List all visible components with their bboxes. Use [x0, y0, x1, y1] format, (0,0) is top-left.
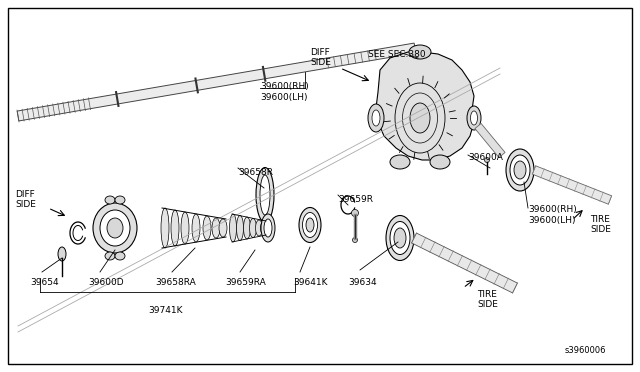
Ellipse shape — [219, 219, 227, 237]
Text: 39600A: 39600A — [468, 153, 503, 162]
Ellipse shape — [484, 157, 490, 163]
Ellipse shape — [386, 215, 414, 260]
Ellipse shape — [372, 110, 380, 126]
Polygon shape — [17, 43, 416, 121]
Ellipse shape — [181, 212, 189, 244]
Text: 39600(LH): 39600(LH) — [260, 93, 307, 102]
Ellipse shape — [353, 237, 358, 243]
Ellipse shape — [260, 221, 268, 235]
Ellipse shape — [390, 155, 410, 169]
Text: 39600(LH): 39600(LH) — [528, 216, 575, 225]
Ellipse shape — [261, 214, 275, 242]
Text: DIFF: DIFF — [15, 190, 35, 199]
Ellipse shape — [470, 111, 477, 125]
Ellipse shape — [394, 228, 406, 248]
Polygon shape — [376, 52, 474, 160]
Ellipse shape — [58, 247, 66, 261]
Ellipse shape — [93, 203, 137, 253]
Ellipse shape — [264, 219, 272, 237]
Ellipse shape — [303, 212, 317, 237]
Text: SIDE: SIDE — [310, 58, 331, 67]
Text: s3960006: s3960006 — [565, 346, 607, 355]
Ellipse shape — [230, 214, 237, 242]
Polygon shape — [532, 166, 612, 204]
Ellipse shape — [115, 196, 125, 204]
Ellipse shape — [243, 217, 250, 239]
Ellipse shape — [255, 220, 262, 236]
Ellipse shape — [410, 103, 430, 133]
Ellipse shape — [107, 218, 123, 238]
Ellipse shape — [430, 155, 450, 169]
Ellipse shape — [212, 218, 220, 238]
Text: SEE SEC.380: SEE SEC.380 — [368, 50, 426, 59]
Ellipse shape — [260, 175, 270, 215]
Ellipse shape — [171, 210, 179, 246]
Ellipse shape — [467, 106, 481, 130]
Text: 39600D: 39600D — [88, 278, 124, 287]
Ellipse shape — [237, 215, 243, 241]
Polygon shape — [475, 124, 505, 158]
Text: 39634: 39634 — [348, 278, 376, 287]
Text: 39658R: 39658R — [238, 168, 273, 177]
Ellipse shape — [115, 252, 125, 260]
Text: SIDE: SIDE — [477, 300, 498, 309]
Ellipse shape — [409, 45, 431, 59]
Text: 39659R: 39659R — [338, 195, 373, 204]
Text: 39658RA: 39658RA — [155, 278, 196, 287]
Ellipse shape — [250, 218, 257, 237]
Ellipse shape — [105, 252, 115, 260]
Text: 39654: 39654 — [30, 278, 59, 287]
Ellipse shape — [203, 216, 211, 240]
Ellipse shape — [256, 167, 274, 222]
Ellipse shape — [510, 155, 530, 185]
Text: 39641K: 39641K — [293, 278, 328, 287]
Text: SIDE: SIDE — [590, 225, 611, 234]
Ellipse shape — [514, 161, 526, 179]
Ellipse shape — [192, 214, 200, 242]
Text: TIRE: TIRE — [477, 290, 497, 299]
Text: 39741K: 39741K — [148, 306, 182, 315]
Ellipse shape — [161, 208, 169, 248]
Ellipse shape — [105, 196, 115, 204]
Text: 39600(RH): 39600(RH) — [528, 205, 577, 214]
Text: 39600(RH): 39600(RH) — [260, 82, 308, 91]
Ellipse shape — [390, 221, 410, 254]
Polygon shape — [412, 233, 518, 293]
Ellipse shape — [306, 218, 314, 232]
Ellipse shape — [368, 104, 384, 132]
Text: TIRE: TIRE — [590, 215, 610, 224]
Ellipse shape — [299, 208, 321, 243]
Text: SIDE: SIDE — [15, 200, 36, 209]
Ellipse shape — [351, 209, 358, 217]
Ellipse shape — [506, 149, 534, 191]
Text: DIFF: DIFF — [310, 48, 330, 57]
Ellipse shape — [100, 210, 130, 246]
Text: 39659RA: 39659RA — [225, 278, 266, 287]
